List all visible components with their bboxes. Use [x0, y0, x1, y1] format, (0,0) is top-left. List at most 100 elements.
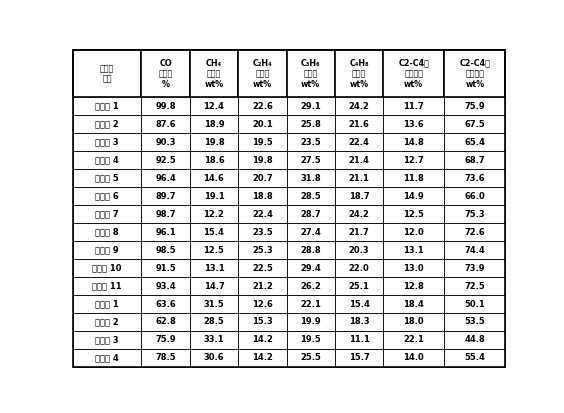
Text: 22.5: 22.5 [252, 263, 273, 273]
Text: C₂H₄
选择性
wt%: C₂H₄ 选择性 wt% [253, 59, 272, 89]
Bar [190, 115, 238, 133]
Bar [73, 97, 142, 115]
Bar [73, 187, 142, 205]
Bar [383, 295, 444, 313]
Bar [142, 277, 190, 295]
Text: 55.4: 55.4 [464, 354, 485, 363]
Bar [238, 205, 287, 223]
Text: 98.5: 98.5 [155, 246, 176, 254]
Text: 11.1: 11.1 [349, 335, 369, 344]
Text: 99.8: 99.8 [155, 102, 176, 111]
Bar [287, 241, 335, 259]
Bar [190, 295, 238, 313]
Bar [190, 50, 238, 97]
Text: C₃H₆
选择性
wt%: C₃H₆ 选择性 wt% [301, 59, 320, 89]
Text: 12.7: 12.7 [403, 156, 424, 165]
Bar [190, 259, 238, 277]
Bar [73, 205, 142, 223]
Bar [190, 241, 238, 259]
Text: 18.3: 18.3 [349, 318, 369, 327]
Text: 13.1: 13.1 [403, 246, 424, 254]
Text: 12.6: 12.6 [252, 299, 273, 309]
Bar [444, 295, 505, 313]
Text: 74.4: 74.4 [465, 246, 485, 254]
Bar [190, 97, 238, 115]
Text: 比较例 1: 比较例 1 [95, 299, 119, 309]
Text: 67.5: 67.5 [465, 120, 485, 129]
Text: 实施例 1: 实施例 1 [95, 102, 119, 111]
Bar [142, 151, 190, 169]
Bar [335, 115, 383, 133]
Text: 26.2: 26.2 [300, 282, 321, 290]
Text: 19.5: 19.5 [300, 335, 321, 344]
Text: 87.6: 87.6 [155, 120, 176, 129]
Bar [190, 151, 238, 169]
Bar [73, 241, 142, 259]
Text: 13.1: 13.1 [204, 263, 224, 273]
Bar [142, 97, 190, 115]
Text: 24.2: 24.2 [349, 210, 369, 218]
Bar [73, 259, 142, 277]
Bar [190, 277, 238, 295]
Text: 29.4: 29.4 [300, 263, 321, 273]
Bar [383, 205, 444, 223]
Bar [287, 97, 335, 115]
Text: 实施例 6: 实施例 6 [95, 192, 119, 201]
Bar [287, 331, 335, 349]
Bar [444, 277, 505, 295]
Text: 22.1: 22.1 [300, 299, 321, 309]
Text: 33.1: 33.1 [204, 335, 224, 344]
Bar [142, 313, 190, 331]
Text: 18.9: 18.9 [204, 120, 224, 129]
Bar [190, 223, 238, 241]
Bar [444, 331, 505, 349]
Bar [287, 187, 335, 205]
Text: 实施例 7: 实施例 7 [95, 210, 119, 218]
Bar [335, 133, 383, 151]
Text: 18.7: 18.7 [349, 192, 369, 201]
Text: 91.5: 91.5 [155, 263, 176, 273]
Text: 72.6: 72.6 [465, 228, 485, 237]
Bar [444, 133, 505, 151]
Bar [444, 169, 505, 187]
Text: 实施例 8: 实施例 8 [95, 228, 119, 237]
Bar [190, 313, 238, 331]
Bar [238, 349, 287, 367]
Bar [335, 277, 383, 295]
Bar [444, 151, 505, 169]
Text: 比较例 4: 比较例 4 [95, 354, 119, 363]
Text: 22.4: 22.4 [349, 138, 369, 147]
Text: CH₄
选择性
wt%: CH₄ 选择性 wt% [204, 59, 223, 89]
Bar [383, 133, 444, 151]
Bar [383, 115, 444, 133]
Text: 96.4: 96.4 [155, 173, 176, 183]
Bar [73, 223, 142, 241]
Text: 13.0: 13.0 [403, 263, 424, 273]
Text: 25.1: 25.1 [349, 282, 369, 290]
Text: 27.4: 27.4 [300, 228, 321, 237]
Bar [335, 169, 383, 187]
Text: 12.2: 12.2 [204, 210, 224, 218]
Text: 实施例 4: 实施例 4 [95, 156, 119, 165]
Text: 29.1: 29.1 [300, 102, 321, 111]
Text: 66.0: 66.0 [465, 192, 485, 201]
Bar [444, 223, 505, 241]
Text: 实施例 9: 实施例 9 [95, 246, 119, 254]
Bar [287, 277, 335, 295]
Bar [73, 151, 142, 169]
Bar [287, 115, 335, 133]
Bar [142, 50, 190, 97]
Text: 63.6: 63.6 [155, 299, 176, 309]
Text: 30.6: 30.6 [204, 354, 224, 363]
Text: 比较例 2: 比较例 2 [95, 318, 119, 327]
Text: 21.2: 21.2 [252, 282, 273, 290]
Bar [444, 187, 505, 205]
Text: 20.7: 20.7 [252, 173, 272, 183]
Text: 89.7: 89.7 [155, 192, 176, 201]
Bar [335, 259, 383, 277]
Text: 14.8: 14.8 [403, 138, 424, 147]
Bar [383, 331, 444, 349]
Text: 18.8: 18.8 [252, 192, 272, 201]
Bar [238, 97, 287, 115]
Bar [73, 50, 142, 97]
